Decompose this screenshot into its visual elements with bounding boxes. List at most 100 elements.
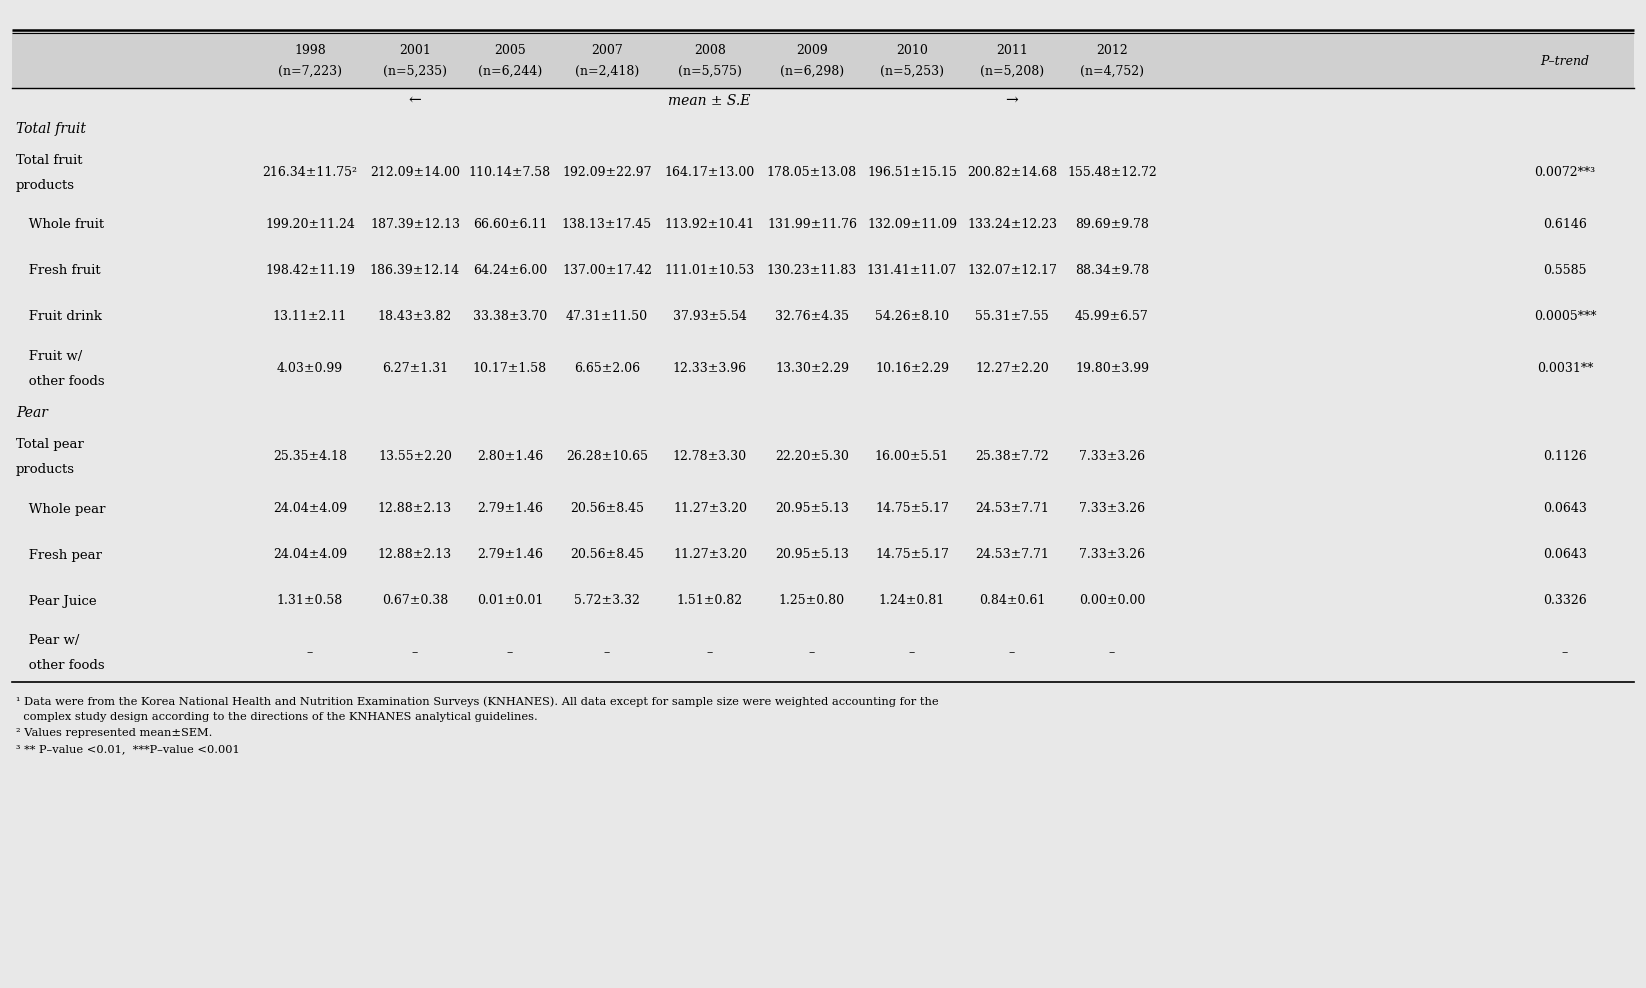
Text: 0.5585: 0.5585 bbox=[1544, 265, 1587, 278]
Text: 0.00±0.00: 0.00±0.00 bbox=[1078, 595, 1146, 608]
Text: –: – bbox=[306, 646, 313, 660]
Text: 0.3326: 0.3326 bbox=[1542, 595, 1587, 608]
Text: products: products bbox=[16, 463, 76, 476]
Text: 13.30±2.29: 13.30±2.29 bbox=[775, 363, 849, 375]
Text: –: – bbox=[604, 646, 611, 660]
Text: 64.24±6.00: 64.24±6.00 bbox=[472, 265, 546, 278]
Text: 20.95±5.13: 20.95±5.13 bbox=[775, 548, 849, 561]
Text: 1998: 1998 bbox=[295, 43, 326, 56]
Text: 164.17±13.00: 164.17±13.00 bbox=[665, 167, 756, 180]
Text: 1.24±0.81: 1.24±0.81 bbox=[879, 595, 945, 608]
Text: 0.0031**: 0.0031** bbox=[1537, 363, 1593, 375]
Text: –: – bbox=[808, 646, 815, 660]
Text: products: products bbox=[16, 179, 76, 193]
Text: 2.80±1.46: 2.80±1.46 bbox=[477, 451, 543, 463]
Text: (n=5,235): (n=5,235) bbox=[384, 65, 448, 78]
Text: 2.79±1.46: 2.79±1.46 bbox=[477, 503, 543, 516]
Text: other foods: other foods bbox=[16, 375, 105, 388]
Text: 20.56±8.45: 20.56±8.45 bbox=[570, 503, 644, 516]
Text: 11.27±3.20: 11.27±3.20 bbox=[673, 548, 747, 561]
Text: 132.07±12.17: 132.07±12.17 bbox=[968, 265, 1057, 278]
Text: 113.92±10.41: 113.92±10.41 bbox=[665, 218, 756, 231]
Text: 0.0072**³: 0.0072**³ bbox=[1534, 167, 1595, 180]
Text: (n=4,752): (n=4,752) bbox=[1080, 65, 1144, 78]
Text: 216.34±11.75²: 216.34±11.75² bbox=[262, 167, 357, 180]
Text: –: – bbox=[1562, 646, 1569, 660]
Text: 199.20±11.24: 199.20±11.24 bbox=[265, 218, 356, 231]
Text: –: – bbox=[507, 646, 514, 660]
Text: 10.16±2.29: 10.16±2.29 bbox=[876, 363, 950, 375]
Text: 0.6146: 0.6146 bbox=[1542, 218, 1587, 231]
Text: Whole pear: Whole pear bbox=[16, 503, 105, 516]
Text: 47.31±11.50: 47.31±11.50 bbox=[566, 310, 649, 323]
Text: Whole fruit: Whole fruit bbox=[16, 218, 104, 231]
Text: 131.41±11.07: 131.41±11.07 bbox=[867, 265, 956, 278]
Text: 37.93±5.54: 37.93±5.54 bbox=[673, 310, 747, 323]
Text: 10.17±1.58: 10.17±1.58 bbox=[472, 363, 546, 375]
Text: 5.72±3.32: 5.72±3.32 bbox=[574, 595, 640, 608]
Text: 2007: 2007 bbox=[591, 43, 622, 56]
Text: 20.95±5.13: 20.95±5.13 bbox=[775, 503, 849, 516]
Text: (n=6,298): (n=6,298) bbox=[780, 65, 844, 78]
Text: Total pear: Total pear bbox=[16, 438, 84, 451]
Text: 26.28±10.65: 26.28±10.65 bbox=[566, 451, 649, 463]
Text: 12.33±3.96: 12.33±3.96 bbox=[673, 363, 747, 375]
Text: 22.20±5.30: 22.20±5.30 bbox=[775, 451, 849, 463]
Text: 7.33±3.26: 7.33±3.26 bbox=[1078, 451, 1146, 463]
Text: 212.09±14.00: 212.09±14.00 bbox=[370, 167, 459, 180]
Text: 12.88±2.13: 12.88±2.13 bbox=[379, 503, 453, 516]
Text: –: – bbox=[412, 646, 418, 660]
Text: 16.00±5.51: 16.00±5.51 bbox=[876, 451, 950, 463]
Text: ←: ← bbox=[408, 94, 421, 108]
Text: 13.11±2.11: 13.11±2.11 bbox=[273, 310, 347, 323]
Text: (n=5,575): (n=5,575) bbox=[678, 65, 742, 78]
Text: 132.09±11.09: 132.09±11.09 bbox=[867, 218, 956, 231]
Text: 131.99±11.76: 131.99±11.76 bbox=[767, 218, 858, 231]
Text: 12.78±3.30: 12.78±3.30 bbox=[673, 451, 747, 463]
Text: 192.09±22.97: 192.09±22.97 bbox=[563, 167, 652, 180]
Text: 32.76±4.35: 32.76±4.35 bbox=[775, 310, 849, 323]
Text: 54.26±8.10: 54.26±8.10 bbox=[876, 310, 950, 323]
Text: 196.51±15.15: 196.51±15.15 bbox=[867, 167, 956, 180]
Text: 25.38±7.72: 25.38±7.72 bbox=[974, 451, 1049, 463]
Text: –: – bbox=[706, 646, 713, 660]
Text: 0.84±0.61: 0.84±0.61 bbox=[979, 595, 1045, 608]
Text: (n=5,253): (n=5,253) bbox=[881, 65, 945, 78]
Text: 186.39±12.14: 186.39±12.14 bbox=[370, 265, 461, 278]
Text: 155.48±12.72: 155.48±12.72 bbox=[1067, 167, 1157, 180]
Text: 0.0005***: 0.0005*** bbox=[1534, 310, 1597, 323]
Text: 2010: 2010 bbox=[895, 43, 928, 56]
Text: Pear Juice: Pear Juice bbox=[16, 595, 97, 608]
Text: 12.88±2.13: 12.88±2.13 bbox=[379, 548, 453, 561]
Text: –: – bbox=[1009, 646, 1016, 660]
Text: 13.55±2.20: 13.55±2.20 bbox=[379, 451, 453, 463]
Text: 2011: 2011 bbox=[996, 43, 1029, 56]
Text: 66.60±6.11: 66.60±6.11 bbox=[472, 218, 546, 231]
Text: 89.69±9.78: 89.69±9.78 bbox=[1075, 218, 1149, 231]
Text: 7.33±3.26: 7.33±3.26 bbox=[1078, 548, 1146, 561]
Text: 11.27±3.20: 11.27±3.20 bbox=[673, 503, 747, 516]
Text: →: → bbox=[1006, 94, 1019, 108]
Text: 6.65±2.06: 6.65±2.06 bbox=[574, 363, 640, 375]
Text: (n=5,208): (n=5,208) bbox=[979, 65, 1044, 78]
Text: 2009: 2009 bbox=[797, 43, 828, 56]
Text: 2005: 2005 bbox=[494, 43, 525, 56]
Text: 33.38±3.70: 33.38±3.70 bbox=[472, 310, 546, 323]
Text: 137.00±17.42: 137.00±17.42 bbox=[561, 265, 652, 278]
Text: 110.14±7.58: 110.14±7.58 bbox=[469, 167, 551, 180]
Text: 18.43±3.82: 18.43±3.82 bbox=[379, 310, 453, 323]
Text: 7.33±3.26: 7.33±3.26 bbox=[1078, 503, 1146, 516]
Text: 198.42±11.19: 198.42±11.19 bbox=[265, 265, 356, 278]
Text: complex study design according to the directions of the KNHANES analytical guide: complex study design according to the di… bbox=[16, 712, 538, 722]
Text: (n=7,223): (n=7,223) bbox=[278, 65, 342, 78]
Text: (n=2,418): (n=2,418) bbox=[574, 65, 639, 78]
Text: Total fruit: Total fruit bbox=[16, 122, 86, 136]
Text: 0.0643: 0.0643 bbox=[1542, 503, 1587, 516]
Text: 2.79±1.46: 2.79±1.46 bbox=[477, 548, 543, 561]
Text: 25.35±4.18: 25.35±4.18 bbox=[273, 451, 347, 463]
Text: Fruit w/: Fruit w/ bbox=[16, 350, 82, 363]
Text: 187.39±12.13: 187.39±12.13 bbox=[370, 218, 459, 231]
Text: Fruit drink: Fruit drink bbox=[16, 310, 102, 323]
Text: –: – bbox=[909, 646, 915, 660]
Text: 0.01±0.01: 0.01±0.01 bbox=[477, 595, 543, 608]
